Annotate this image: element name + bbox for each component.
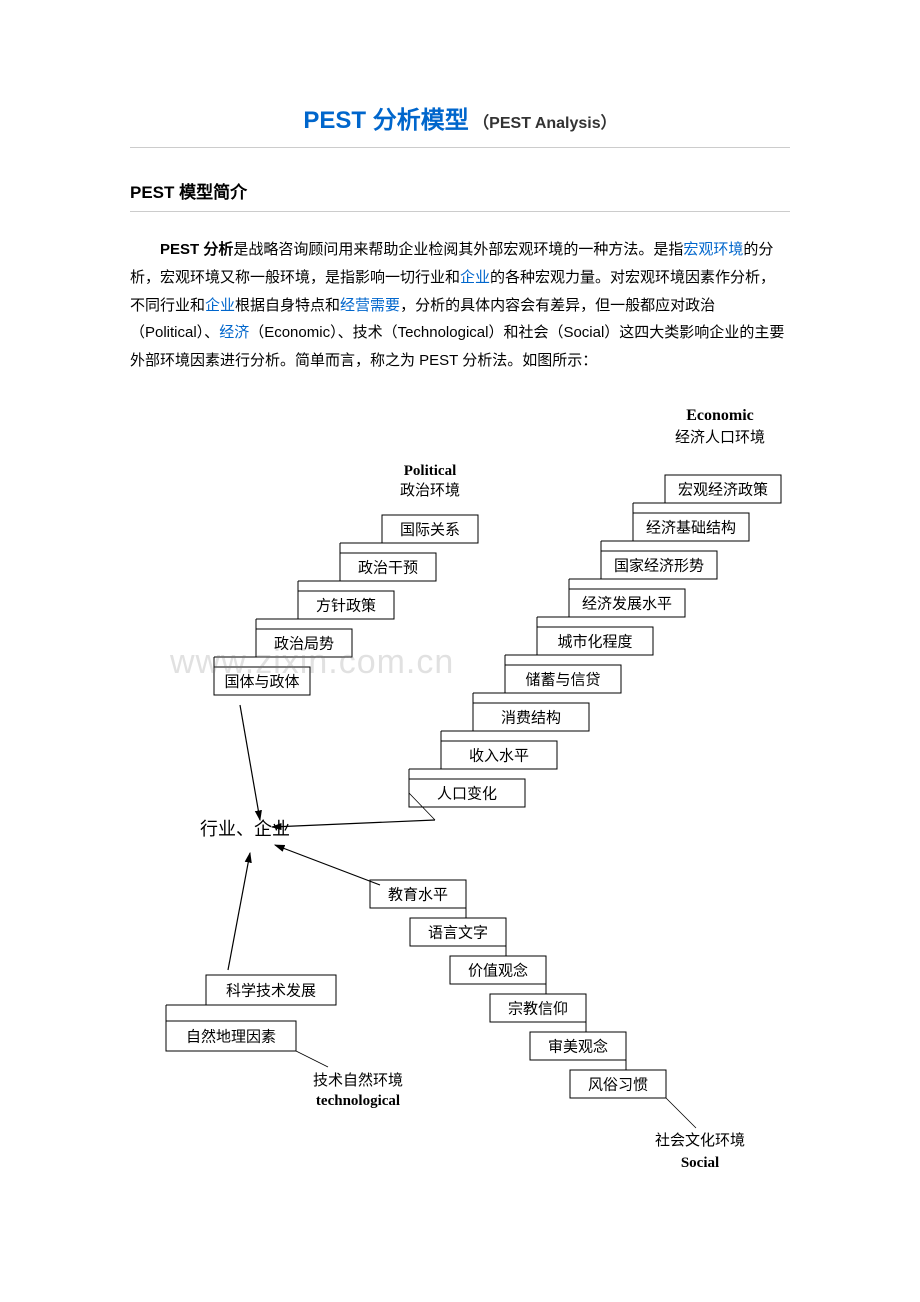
section-heading: PEST 模型简介 <box>130 178 790 212</box>
title-main: PEST 分析模型 <box>303 107 468 134</box>
svg-text:政治局势: 政治局势 <box>274 635 334 652</box>
link-enterprise[interactable]: 企业 <box>205 297 235 314</box>
svg-text:经济人口环境: 经济人口环境 <box>675 428 765 446</box>
svg-text:方针政策: 方针政策 <box>316 597 376 614</box>
title-sub: （PEST Analysis） <box>473 115 616 132</box>
svg-text:语言文字: 语言文字 <box>428 924 488 941</box>
pest-svg: Economic 经济人口环境宏观经济政策经济基础结构国家经济形势经济发展水平城市… <box>130 405 790 1195</box>
svg-text:储蓄与信贷: 储蓄与信贷 <box>525 671 600 688</box>
intro-paragraph: PEST 分析是战略咨询顾问用来帮助企业检阅其外部宏观环境的一种方法。是指宏观环… <box>130 236 790 375</box>
svg-text:风俗习惯: 风俗习惯 <box>588 1076 648 1093</box>
svg-text:国际关系: 国际关系 <box>400 521 460 538</box>
svg-text:Political: Political <box>404 463 457 479</box>
svg-text:技术自然环境: 技术自然环境 <box>313 1071 403 1089</box>
link-business-need[interactable]: 经营需要 <box>340 297 400 314</box>
svg-text:城市化程度: 城市化程度 <box>557 633 632 650</box>
svg-text:technological: technological <box>316 1093 400 1109</box>
page-title: PEST 分析模型 （PEST Analysis） <box>130 100 790 148</box>
link-macro-env[interactable]: 宏观环境 <box>683 241 743 258</box>
para-seg: 是战略咨询顾问用来帮助企业检阅其外部宏观环境的一种方法。是指 <box>233 241 683 258</box>
svg-text:政治干预: 政治干预 <box>358 559 418 576</box>
pest-diagram: www.zixin.com.cn Economic经济人口环境宏观经济政策经济基… <box>130 405 790 1200</box>
svg-text:国家经济形势: 国家经济形势 <box>614 557 704 574</box>
svg-text:经济基础结构: 经济基础结构 <box>646 519 736 536</box>
svg-text:社会文化环境: 社会文化环境 <box>655 1131 745 1149</box>
para-seg: 根据自身特点和 <box>235 297 340 314</box>
svg-text:Economic: Economic <box>686 407 754 424</box>
svg-text:审美观念: 审美观念 <box>548 1037 608 1055</box>
svg-text:政治环境: 政治环境 <box>400 481 460 499</box>
svg-text:自然地理因素: 自然地理因素 <box>186 1028 276 1045</box>
svg-text:Social: Social <box>681 1155 719 1171</box>
svg-text:宏观经济政策: 宏观经济政策 <box>678 481 768 498</box>
para-bold: PEST 分析 <box>160 241 233 258</box>
link-economy[interactable]: 经济 <box>219 324 249 341</box>
svg-text:国体与政体: 国体与政体 <box>224 673 299 690</box>
svg-text:宗教信仰: 宗教信仰 <box>508 999 568 1017</box>
svg-text:行业、企业: 行业、企业 <box>200 819 290 839</box>
svg-text:教育水平: 教育水平 <box>388 886 448 903</box>
svg-text:消费结构: 消费结构 <box>501 709 561 726</box>
svg-text:人口变化: 人口变化 <box>437 785 497 802</box>
svg-text:经济发展水平: 经济发展水平 <box>582 595 672 612</box>
svg-text:收入水平: 收入水平 <box>469 747 529 764</box>
svg-text:价值观念: 价值观念 <box>468 961 528 979</box>
svg-text:科学技术发展: 科学技术发展 <box>226 982 316 999</box>
link-enterprise[interactable]: 企业 <box>460 269 490 286</box>
